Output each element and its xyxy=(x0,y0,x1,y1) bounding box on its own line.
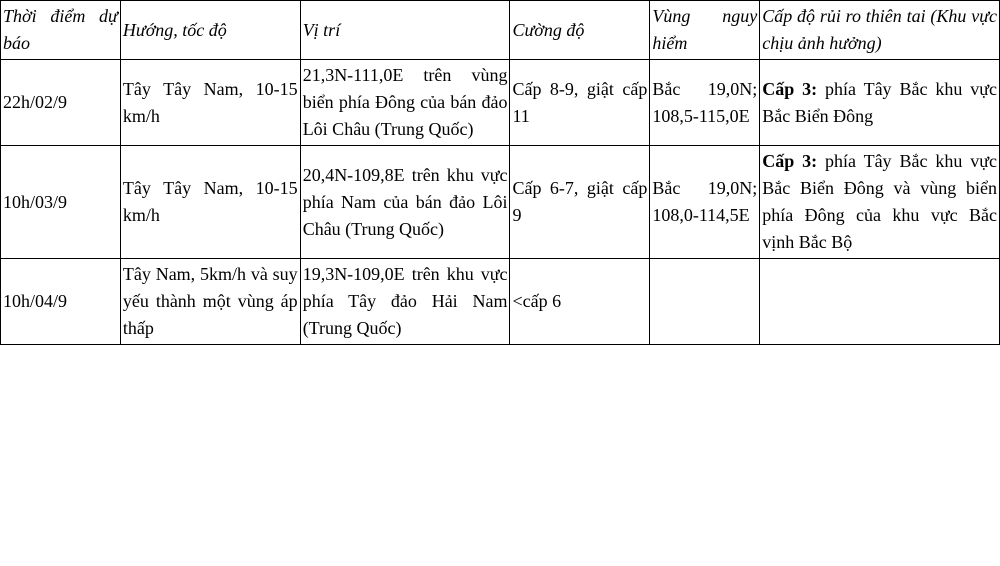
cell-position: 21,3N-111,0E trên vùng biển phía Đông củ… xyxy=(300,60,510,146)
cell-time: 10h/03/9 xyxy=(1,146,121,259)
header-danger: Vùng nguy hiểm xyxy=(650,1,760,60)
header-direction: Hướng, tốc độ xyxy=(120,1,300,60)
cell-time: 22h/02/9 xyxy=(1,60,121,146)
risk-level-label: Cấp 3: xyxy=(762,79,817,99)
table-row: 10h/04/9 Tây Nam, 5km/h và suy yếu thành… xyxy=(1,259,1000,345)
table-header-row: Thời điểm dự báo Hướng, tốc độ Vị trí Cư… xyxy=(1,1,1000,60)
cell-intensity: Cấp 8-9, giật cấp 11 xyxy=(510,60,650,146)
table-row: 10h/03/9 Tây Tây Nam, 10-15 km/h 20,4N-1… xyxy=(1,146,1000,259)
cell-direction: Tây Nam, 5km/h và suy yếu thành một vùng… xyxy=(120,259,300,345)
forecast-table: Thời điểm dự báo Hướng, tốc độ Vị trí Cư… xyxy=(0,0,1000,345)
cell-direction: Tây Tây Nam, 10-15 km/h xyxy=(120,146,300,259)
cell-intensity: Cấp 6-7, giật cấp 9 xyxy=(510,146,650,259)
cell-risk: Cấp 3: phía Tây Bắc khu vực Bắc Biển Đôn… xyxy=(760,146,1000,259)
header-time: Thời điểm dự báo xyxy=(1,1,121,60)
risk-level-label: Cấp 3: xyxy=(762,151,817,171)
cell-danger xyxy=(650,259,760,345)
table-row: 22h/02/9 Tây Tây Nam, 10-15 km/h 21,3N-1… xyxy=(1,60,1000,146)
cell-danger: Bắc 19,0N; 108,0-114,5E xyxy=(650,146,760,259)
cell-risk: Cấp 3: phía Tây Bắc khu vực Bắc Biển Đôn… xyxy=(760,60,1000,146)
cell-direction: Tây Tây Nam, 10-15 km/h xyxy=(120,60,300,146)
cell-time: 10h/04/9 xyxy=(1,259,121,345)
header-position: Vị trí xyxy=(300,1,510,60)
cell-position: 20,4N-109,8E trên khu vực phía Nam của b… xyxy=(300,146,510,259)
header-intensity: Cường độ xyxy=(510,1,650,60)
cell-danger: Bắc 19,0N; 108,5-115,0E xyxy=(650,60,760,146)
cell-risk xyxy=(760,259,1000,345)
cell-position: 19,3N-109,0E trên khu vực phía Tây đảo H… xyxy=(300,259,510,345)
header-risk: Cấp độ rủi ro thiên tai (Khu vực chịu ản… xyxy=(760,1,1000,60)
cell-intensity: <cấp 6 xyxy=(510,259,650,345)
